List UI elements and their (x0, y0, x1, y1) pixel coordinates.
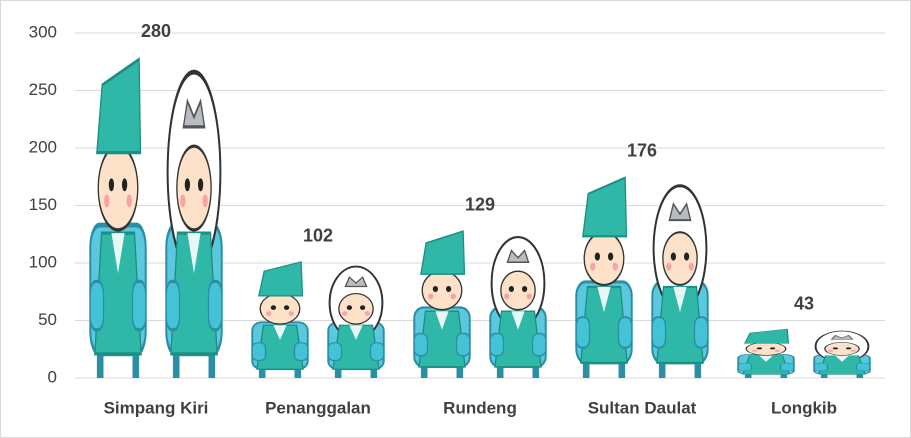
eye (347, 305, 352, 310)
cheek (775, 350, 780, 352)
cheek (180, 194, 185, 207)
arm (490, 333, 503, 355)
bride-figure (490, 237, 545, 378)
arm (209, 281, 222, 329)
face (584, 232, 624, 285)
eye (284, 305, 289, 310)
arm (695, 317, 708, 347)
eye (271, 305, 276, 310)
face (663, 232, 697, 285)
eye (122, 178, 127, 191)
arm (414, 333, 427, 355)
cheek (365, 311, 370, 316)
cheek (590, 263, 595, 271)
eye (433, 286, 438, 292)
cheek (666, 263, 671, 271)
arm (576, 317, 589, 347)
y-tick-label: 200 (29, 137, 57, 156)
face (825, 342, 859, 355)
arm (90, 281, 103, 329)
eye (671, 253, 676, 261)
cheek (342, 311, 347, 316)
eye (684, 253, 689, 261)
eye (185, 178, 190, 191)
face (98, 146, 138, 230)
chart: 0 50 100 150 200 250 300 280 Simpang Kiri 102 Pena… (0, 0, 911, 438)
eye (595, 253, 600, 261)
eye (509, 286, 514, 292)
y-tick-label: 250 (29, 80, 57, 99)
bride-figure (166, 72, 221, 378)
face (339, 294, 373, 324)
eye (522, 286, 527, 292)
value-label: 176 (627, 140, 657, 160)
eye (757, 347, 762, 349)
cheek (104, 194, 109, 207)
arm (457, 333, 470, 355)
cheek (851, 350, 856, 352)
x-tick-label: Penanggalan (265, 398, 371, 417)
arm (652, 317, 665, 347)
value-label: 280 (141, 21, 171, 41)
arm (533, 333, 546, 355)
cheek (828, 350, 833, 352)
arm (133, 281, 146, 329)
eye (360, 305, 365, 310)
x-tick-label: Sultan Daulat (588, 398, 697, 417)
arm (814, 363, 827, 370)
eye (770, 347, 775, 349)
cheek (127, 194, 132, 207)
x-tick-label: Simpang Kiri (104, 398, 209, 417)
cheek (203, 194, 208, 207)
cheek (504, 293, 509, 299)
y-tick-label: 100 (29, 252, 57, 271)
eye (833, 347, 838, 349)
arm (738, 363, 751, 370)
cheek (289, 311, 294, 316)
cheek (451, 293, 456, 299)
cheek (266, 311, 271, 316)
face (501, 271, 535, 310)
cheek (752, 350, 757, 352)
bride-figure (652, 186, 707, 378)
arm (781, 363, 794, 370)
value-label: 43 (794, 293, 814, 313)
y-tick-label: 300 (29, 22, 57, 41)
value-label: 102 (303, 225, 333, 245)
bride-figure (814, 331, 869, 378)
x-tick-label: Longkib (771, 398, 837, 417)
y-tick-label: 0 (48, 367, 57, 386)
cheek (527, 293, 532, 299)
eye (109, 178, 114, 191)
eye (198, 178, 203, 191)
cheek (428, 293, 433, 299)
face (746, 342, 786, 355)
eye (446, 286, 451, 292)
eye (608, 253, 613, 261)
face (260, 294, 300, 324)
arm (295, 343, 308, 361)
face (422, 271, 462, 310)
value-label: 129 (465, 194, 495, 214)
face (177, 146, 211, 230)
y-tick-label: 150 (29, 195, 57, 214)
arm (166, 281, 179, 329)
cheek (689, 263, 694, 271)
arm (252, 343, 265, 361)
cheek (613, 263, 618, 271)
bride-figure (328, 267, 383, 378)
y-tick-label: 50 (38, 310, 57, 329)
arm (619, 317, 632, 347)
x-tick-label: Rundeng (443, 398, 517, 417)
arm (371, 343, 384, 361)
arm (857, 363, 870, 370)
arm (328, 343, 341, 361)
eye (846, 347, 851, 349)
